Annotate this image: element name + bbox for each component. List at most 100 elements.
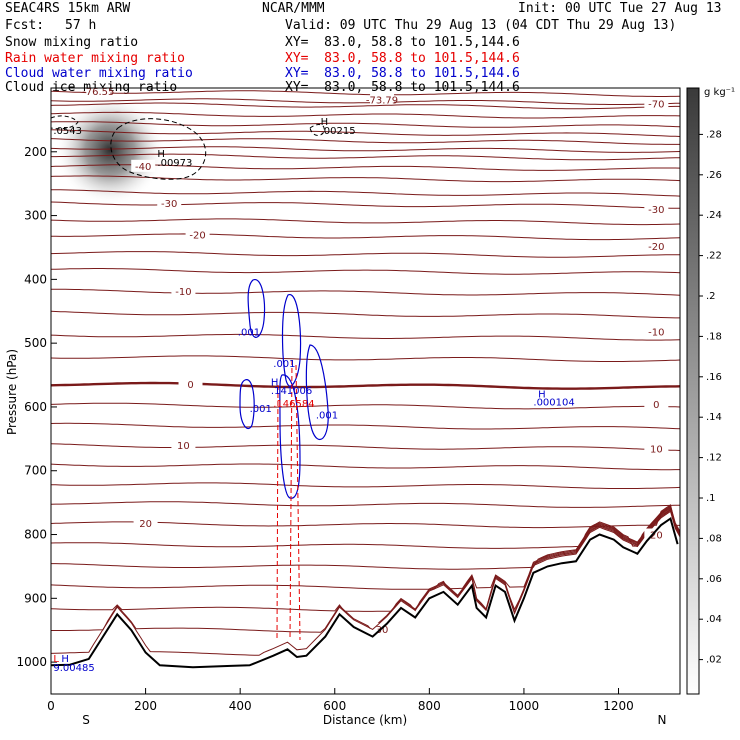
- field-annotation: .001: [316, 410, 338, 421]
- y-tick-label: 500: [24, 336, 47, 350]
- temperature-contour: [51, 102, 680, 110]
- temperature-contour: [51, 251, 680, 258]
- colorbar-tick-label: .18: [706, 331, 722, 342]
- plot-frame: [50, 87, 681, 695]
- x-axis: 0 200 400 600 800 1000 1200: [47, 688, 634, 713]
- cloud-water-contour-5: [305, 344, 329, 441]
- temperature-contour: [51, 288, 680, 296]
- colorbar: [686, 87, 700, 695]
- field-annotation: .000104: [533, 398, 574, 409]
- contour-label-bg: [644, 97, 669, 110]
- contour-label: 0: [187, 380, 193, 391]
- contour-label-bg: [644, 240, 669, 253]
- field-annotation: H: [157, 149, 165, 160]
- temperature-contour: [51, 201, 680, 209]
- field-annotation: H: [271, 377, 279, 388]
- y-tick-label: 900: [24, 591, 47, 605]
- cloud-ice-contour-small: [309, 124, 325, 136]
- contour-label-right: -20: [648, 242, 664, 253]
- temperature-contour: [51, 381, 680, 390]
- colorbar-tick-label: .08: [706, 533, 722, 544]
- x-tick-label: 800: [418, 699, 441, 713]
- forecast-value: 57 h: [65, 18, 97, 33]
- x-tick-label: 600: [323, 699, 346, 713]
- hydrometeor-contours: [51, 115, 329, 641]
- colorbar-tick-label: .1: [706, 493, 716, 504]
- temperature-contour: [51, 507, 680, 590]
- valid-time: Valid: 09 UTC Thu 29 Aug 13 (04 CDT Thu …: [285, 18, 677, 33]
- contour-label-right: -70: [648, 99, 664, 110]
- x-tick-label: 0: [47, 699, 55, 713]
- temperature-contour: [51, 146, 680, 153]
- contour-label-right: 20: [650, 531, 663, 542]
- colorbar-tick-label: .26: [706, 170, 722, 181]
- init-time: Init: 00 UTC Tue 27 Aug 13: [518, 1, 722, 16]
- contour-label: -76.55: [82, 87, 114, 98]
- legend-rain-label: Rain water mixing ratio: [5, 51, 186, 66]
- x-tick-label: 400: [229, 699, 252, 713]
- colorbar-tick-label: .04: [706, 614, 722, 625]
- contour-label-bg: [171, 439, 196, 452]
- contour-label: -10: [175, 287, 191, 298]
- temperature-contour: [51, 111, 680, 119]
- y-tick-label: 300: [24, 209, 47, 223]
- temperature-contour: [51, 129, 680, 137]
- y-tick-label: 200: [24, 145, 47, 159]
- contour-label-bg: [185, 228, 210, 241]
- endpoint-south: S: [82, 713, 90, 727]
- temperature-contour: [51, 218, 680, 226]
- contour-label: 20: [139, 519, 152, 530]
- temperature-contour: [51, 164, 680, 171]
- field-annotation: .00973: [157, 158, 192, 169]
- contour-label: 30: [376, 625, 389, 636]
- field-annotation: .001: [250, 404, 272, 415]
- colorbar-tick-label: .24: [706, 210, 722, 221]
- temperature-contour: [51, 509, 680, 633]
- contour-label: -20: [189, 231, 205, 242]
- contour-label-bg: [644, 397, 669, 410]
- colorbar-tick-label: .02: [706, 655, 722, 666]
- colorbar-tick-label: .22: [706, 251, 722, 262]
- contour-label-bg: [86, 88, 111, 98]
- temperature-contour: [51, 310, 680, 319]
- temperature-contour: [51, 268, 680, 275]
- temperature-contour: [51, 138, 680, 145]
- colorbar-tick-label: .16: [706, 372, 722, 383]
- field-annotation: .00215: [321, 126, 356, 137]
- colorbar-tick-label: .28: [706, 129, 722, 140]
- y-axis-label: Pressure (hPa): [5, 349, 19, 435]
- temperature-contour: [51, 355, 680, 362]
- contour-label-bg: [133, 517, 158, 530]
- legend-cloudwater-label: Cloud water mixing ratio: [5, 66, 193, 81]
- legend-rain-xy: XY= 83.0, 58.8 to 101.5,144.6: [285, 51, 520, 66]
- temperature-contour: [51, 501, 680, 508]
- cloud-water-contour-2: [281, 294, 302, 387]
- field-annotation: .001: [273, 359, 295, 370]
- x-axis-label: Distance (km): [323, 713, 407, 727]
- y-tick-label: 400: [24, 272, 47, 286]
- contour-label-bg: [131, 159, 156, 172]
- colorbar-tick-label: .2: [706, 291, 716, 302]
- field-annotation: L: [53, 654, 59, 665]
- y-axis: 200 300 400 500 600 700 800 900 1000: [16, 145, 57, 669]
- legend-snow-label: Snow mixing ratio: [5, 35, 139, 50]
- cloud-water-contour-3: [239, 379, 255, 430]
- x-tick-label: 200: [134, 699, 157, 713]
- field-annotation: .141006: [271, 386, 312, 397]
- endpoint-north: N: [658, 713, 667, 727]
- y-tick-label: 800: [24, 528, 47, 542]
- temperature-contour: [51, 422, 680, 430]
- temperature-contour: [51, 233, 680, 241]
- model-title: SEAC4RS 15km ARW: [5, 1, 131, 16]
- y-tick-label: 600: [24, 400, 47, 414]
- temperature-contour: [51, 402, 680, 410]
- contour-label-right: -30: [648, 205, 664, 216]
- contour-label-right: 10: [650, 444, 663, 455]
- temperature-contour: [51, 505, 680, 549]
- cloud-water-contour-1: [247, 279, 266, 338]
- colorbar-tick-label: .06: [706, 574, 722, 585]
- temperature-contour: [51, 333, 680, 341]
- y-tick-label: 1000: [16, 655, 47, 669]
- field-annotation: H: [538, 389, 546, 400]
